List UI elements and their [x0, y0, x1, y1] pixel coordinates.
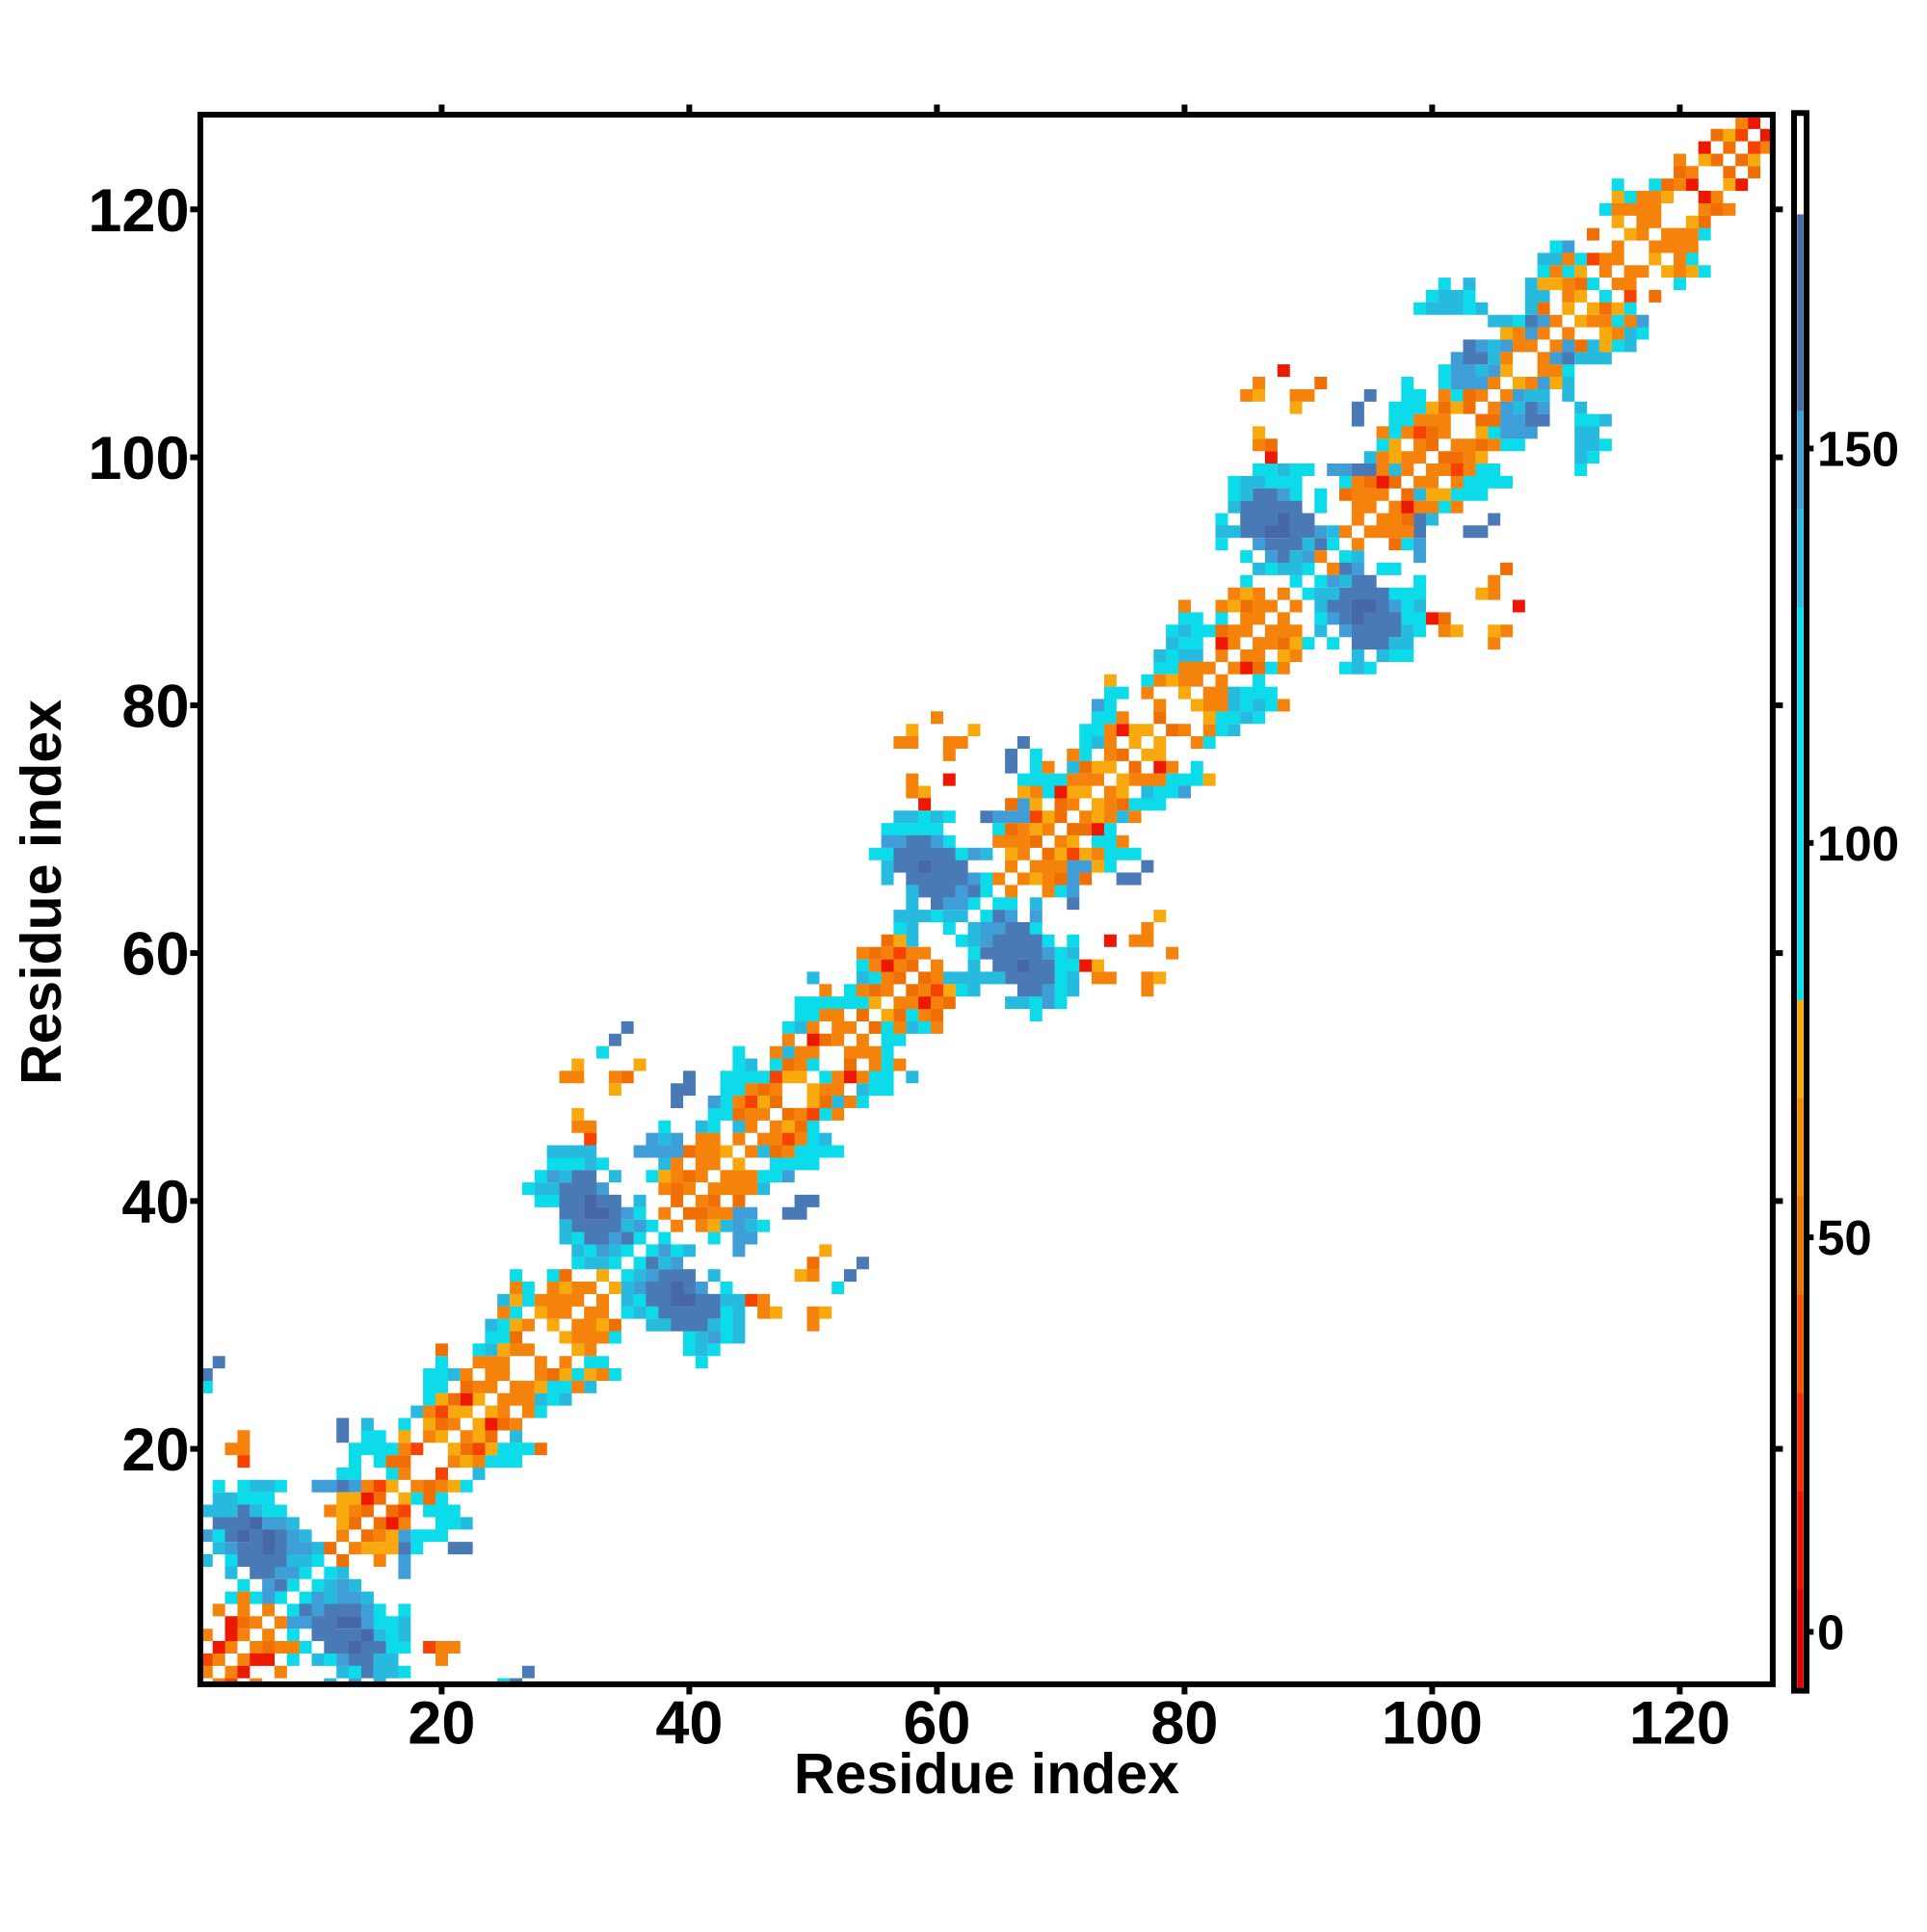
- svg-text:20: 20: [408, 1690, 475, 1758]
- svg-text:100: 100: [1817, 816, 1899, 871]
- svg-text:120: 120: [88, 177, 189, 245]
- svg-text:50: 50: [1817, 1210, 1872, 1265]
- svg-text:60: 60: [903, 1690, 970, 1758]
- svg-text:100: 100: [88, 425, 189, 492]
- svg-text:20: 20: [121, 1416, 189, 1484]
- svg-text:120: 120: [1629, 1690, 1730, 1758]
- svg-text:Residue index: Residue index: [10, 700, 73, 1085]
- svg-text:40: 40: [121, 1169, 189, 1236]
- svg-text:80: 80: [121, 673, 189, 740]
- svg-text:40: 40: [655, 1690, 723, 1758]
- svg-text:60: 60: [121, 921, 189, 989]
- svg-text:80: 80: [1150, 1690, 1218, 1758]
- svg-text:150: 150: [1817, 421, 1899, 476]
- svg-text:0: 0: [1817, 1605, 1844, 1660]
- svg-text:100: 100: [1382, 1690, 1483, 1758]
- svg-text:Residue index: Residue index: [794, 1742, 1179, 1806]
